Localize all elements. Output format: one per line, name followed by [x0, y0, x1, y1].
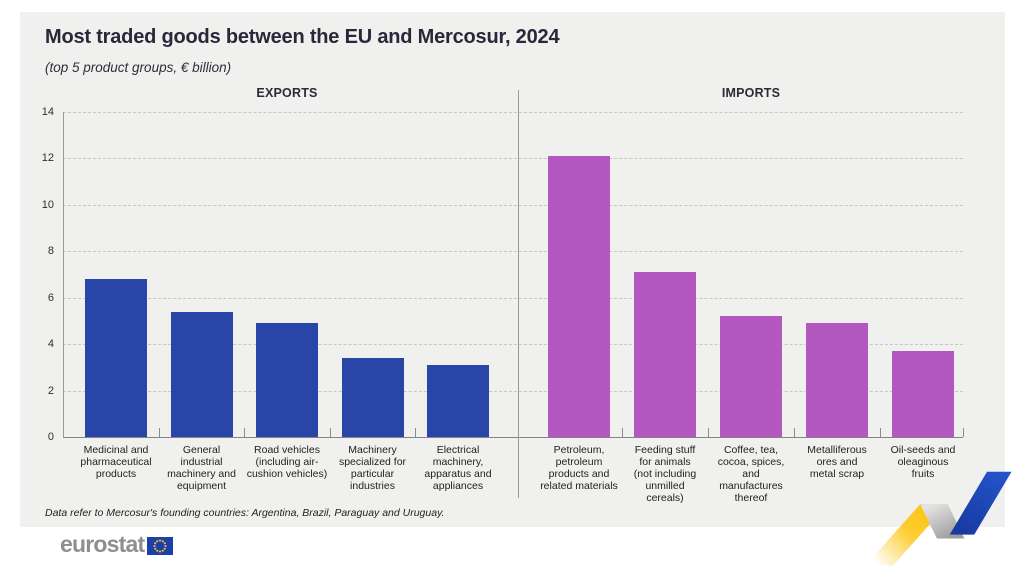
bar-category-label: Metalliferous ores and metal scrap [807, 444, 867, 480]
bar-category-label: Feeding stuff for animals (not including… [633, 444, 697, 504]
ribbon-yellow-stripe [865, 504, 948, 566]
y-tick-label: 10 [41, 198, 54, 211]
bar-category-label: Petroleum, petroleum products and relate… [540, 444, 618, 492]
gridline [63, 112, 963, 113]
bar-category-label: Road vehicles (including air- cushion ve… [246, 444, 328, 480]
bar-category-label: Electrical machinery, apparatus and appl… [424, 444, 492, 492]
bar-imports-0 [548, 156, 610, 437]
imports-panel-header: IMPORTS [721, 86, 781, 100]
x-axis-tick [794, 428, 795, 437]
bar-imports-4 [892, 351, 954, 437]
y-tick-label: 8 [47, 245, 54, 258]
eurostat-logo: eurostat [60, 531, 174, 558]
gridline [63, 204, 963, 206]
gridline [63, 390, 963, 392]
bar-exports-4 [427, 365, 489, 437]
bar-imports-1 [634, 272, 696, 437]
x-axis-tick [963, 428, 964, 437]
y-tick-label: 4 [47, 338, 54, 351]
exports-panel-header: EXPORTS [256, 86, 318, 100]
x-axis-tick [880, 428, 881, 437]
gridline [63, 344, 963, 346]
bar-category-label: Machinery specialized for particular ind… [338, 444, 407, 492]
bar-category-label: Coffee, tea, cocoa, spices, and manufact… [717, 444, 785, 504]
gridline [63, 297, 963, 299]
bar-category-label: General industrial machinery and equipme… [167, 444, 236, 492]
x-axis-tick [329, 428, 331, 437]
chart-title: Most traded goods between the EU and Mer… [45, 26, 560, 48]
bar-imports-3 [806, 323, 868, 437]
bar-category-label: Medicinal and pharmaceutical products [80, 444, 152, 480]
y-tick-label: 0 [47, 431, 54, 443]
bar-exports-3 [341, 358, 404, 437]
chart-footnote: Data refer to Mercosur's founding countr… [45, 507, 445, 519]
x-axis-tick [415, 428, 417, 437]
y-axis-line [63, 112, 64, 437]
bar-category-label: Oil-seeds and oleaginous fruits [890, 444, 956, 480]
eu-flag-icon [147, 537, 174, 555]
gridline [63, 251, 963, 253]
x-axis-line [63, 437, 963, 438]
chart-subtitle: (top 5 product groups, € billion) [45, 60, 232, 75]
y-tick-label: 6 [47, 291, 54, 304]
gridline [63, 158, 963, 160]
exports-imports-divider [518, 90, 519, 498]
y-tick-label: 12 [41, 152, 54, 165]
x-axis-tick [244, 428, 246, 437]
x-axis-tick [158, 428, 160, 437]
bar-exports-2 [256, 323, 318, 437]
eurostat-logo-text: eurostat [60, 531, 145, 557]
zigzag-ribbon-decoration [865, 471, 1012, 566]
y-tick-label: 14 [41, 106, 54, 118]
chart-card [20, 12, 1005, 527]
y-tick-label: 2 [47, 384, 54, 397]
ribbon-blue-stripe [949, 471, 1012, 535]
x-axis-tick [622, 428, 623, 437]
bar-imports-2 [720, 316, 782, 437]
bar-exports-1 [170, 311, 233, 437]
x-axis-tick [708, 428, 709, 437]
bar-exports-0 [85, 279, 147, 437]
